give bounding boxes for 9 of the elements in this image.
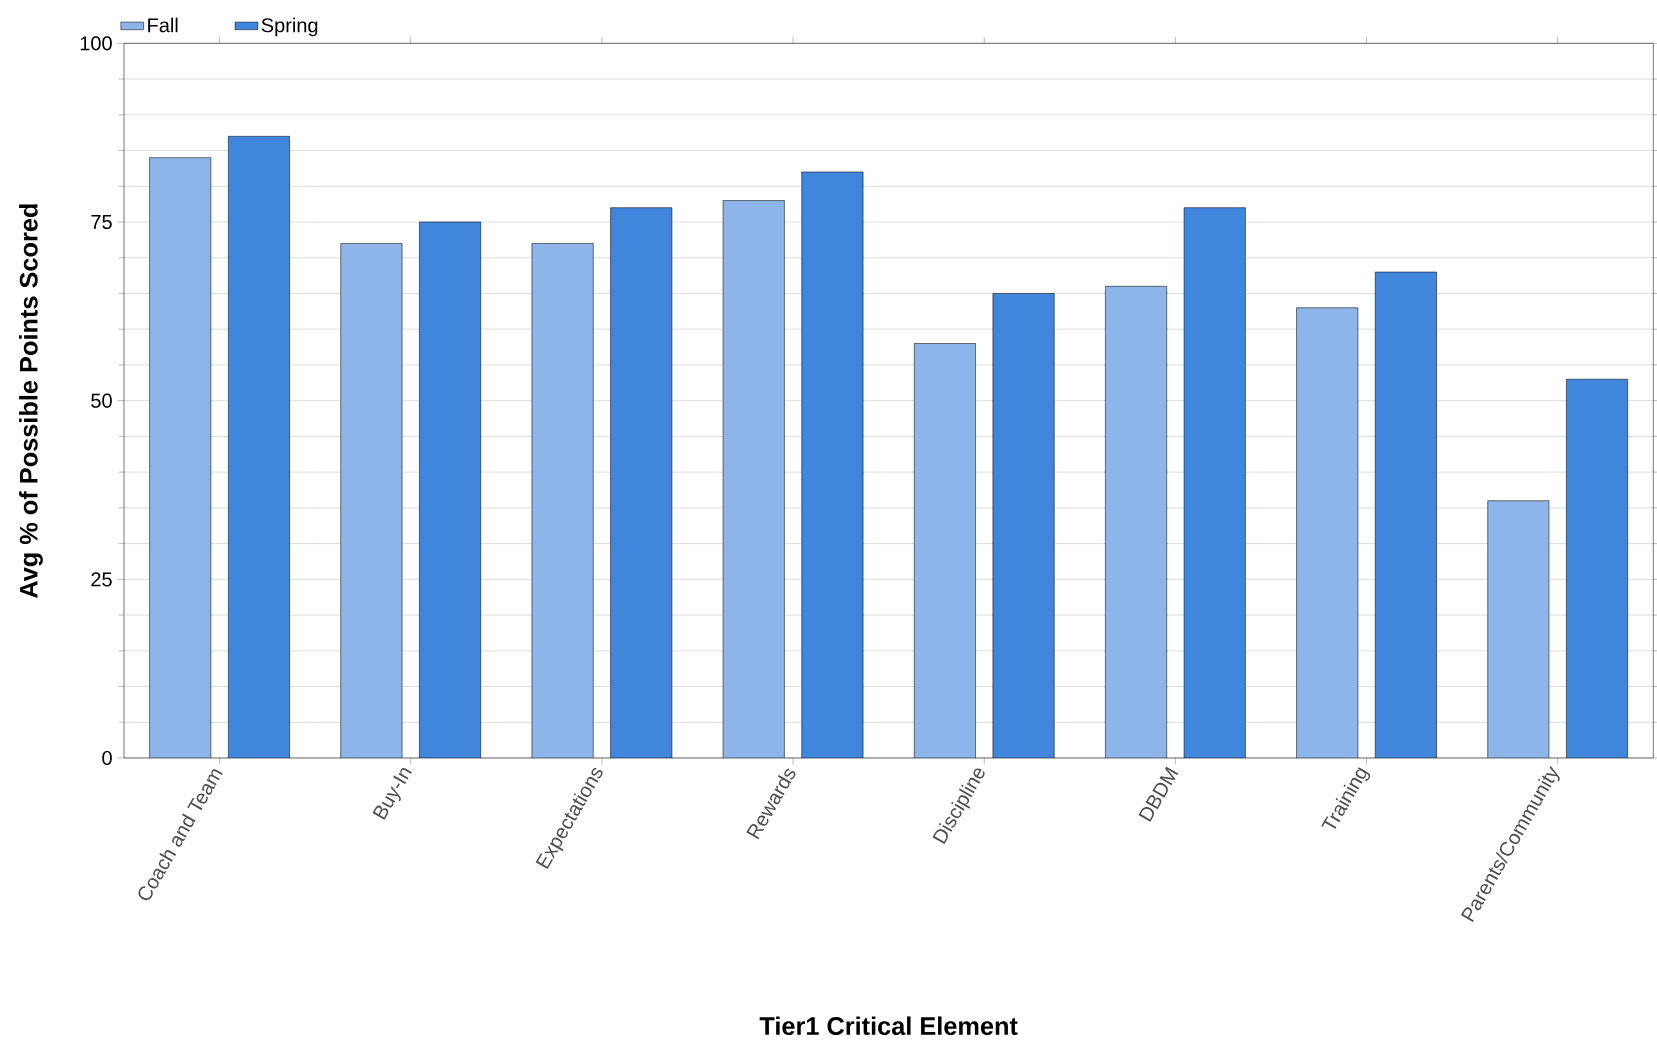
y-tick-label: 100 [80,36,112,51]
y-axis-title: Avg % of Possible Points Scored [19,204,43,599]
y-tick-label: 75 [91,215,112,229]
y-tick-label: 0 [102,750,112,766]
legend-label: Spring [261,17,318,37]
y-tick-label: 25 [91,572,112,587]
x-axis-title: Tier1 Critical Element [759,1016,1018,1036]
legend-label: Fall [148,17,178,33]
y-tick-label: 50 [91,393,112,408]
